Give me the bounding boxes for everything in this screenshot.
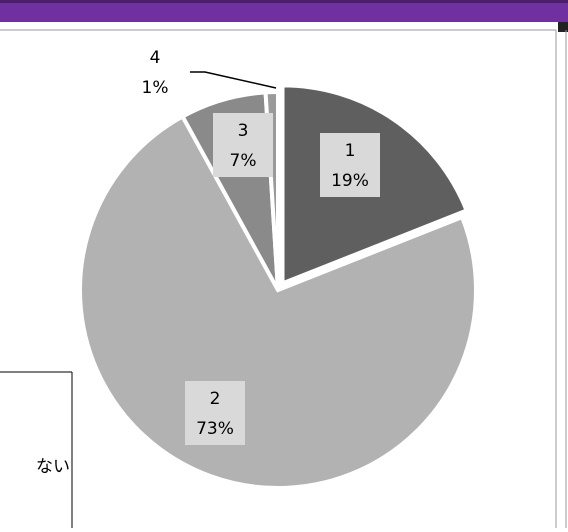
data-label-category: 1 xyxy=(345,141,356,161)
banner-corner xyxy=(558,22,568,32)
leader-line xyxy=(190,71,277,89)
banner-edge xyxy=(0,0,568,3)
data-label-box xyxy=(213,113,273,177)
data-label-value: 19% xyxy=(331,171,369,191)
data-label-box xyxy=(185,381,245,445)
data-label-category: 3 xyxy=(238,121,249,141)
legend-text: ない xyxy=(36,457,70,477)
data-label-value: 73% xyxy=(196,419,234,439)
title-banner xyxy=(0,0,568,22)
data-label-category: 2 xyxy=(210,389,221,409)
pie-slice xyxy=(78,113,478,490)
pie xyxy=(78,83,478,490)
data-label-value: 1% xyxy=(142,78,169,98)
data-label-category: 4 xyxy=(150,48,161,68)
data-label-box xyxy=(320,133,380,197)
data-label-value: 7% xyxy=(230,151,257,171)
